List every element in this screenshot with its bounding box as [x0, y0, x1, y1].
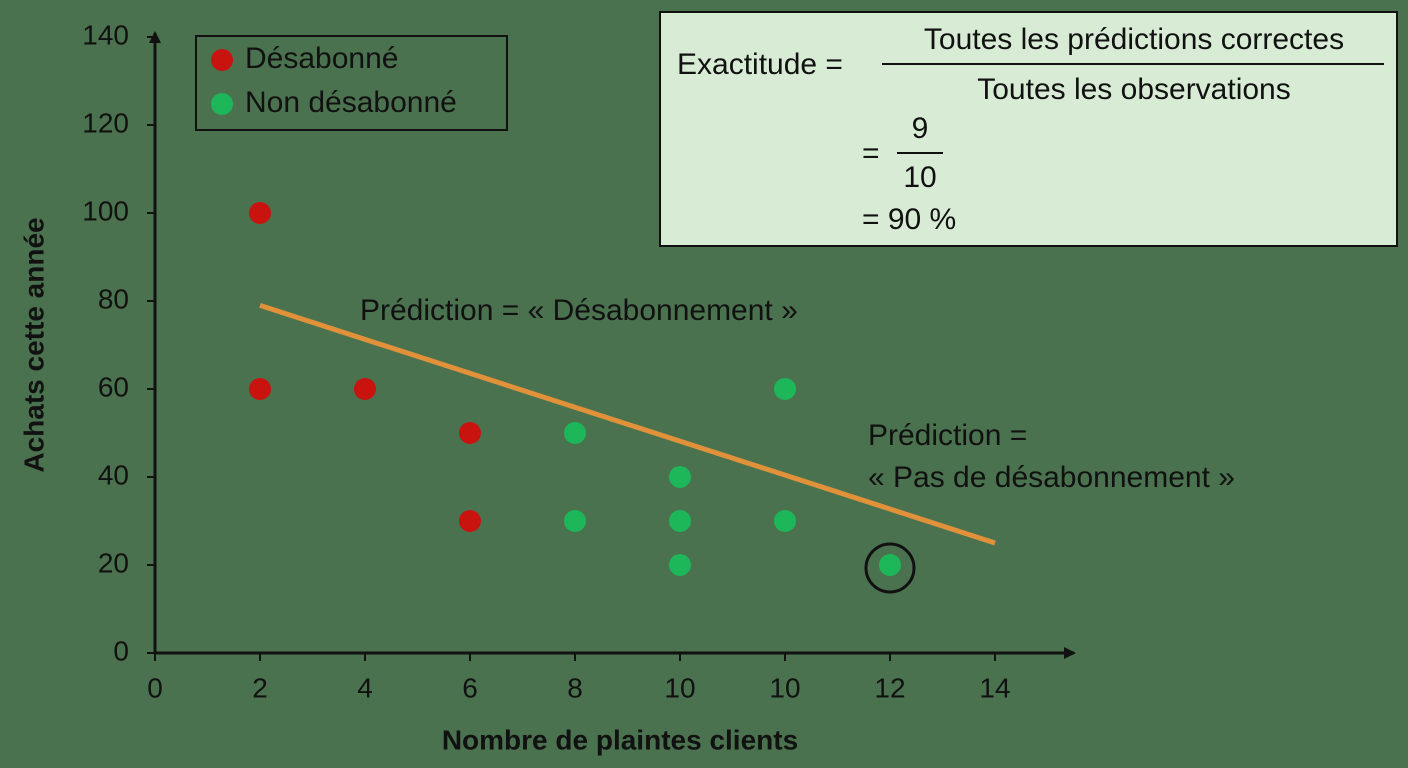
- annotation: Prédiction =: [868, 419, 1027, 452]
- point: [459, 422, 481, 444]
- x-tick-label: 10: [769, 672, 800, 703]
- point: [249, 378, 271, 400]
- legend-box: [195, 35, 508, 131]
- legend-marker: [211, 93, 233, 115]
- point: [669, 554, 691, 576]
- formula-lhs: Exactitude =: [677, 48, 843, 81]
- point: [459, 510, 481, 532]
- y-tick-label: 20: [98, 547, 129, 578]
- formula-denominator: Toutes les observations: [977, 73, 1291, 106]
- y-tick-label: 80: [98, 283, 129, 314]
- point: [669, 466, 691, 488]
- y-tick-label: 40: [98, 459, 129, 490]
- x-tick-label: 6: [462, 672, 478, 703]
- point: [249, 202, 271, 224]
- x-tick-label: 12: [874, 672, 905, 703]
- point: [564, 510, 586, 532]
- trend-line: [259, 303, 996, 546]
- y-axis-title: Achats cette année: [18, 217, 49, 472]
- point: [669, 510, 691, 532]
- point: [564, 422, 586, 444]
- y-tick-label: 100: [82, 195, 129, 226]
- annotation: Prédiction = « Désabonnement »: [360, 294, 798, 327]
- point: [354, 378, 376, 400]
- y-tick-label: 120: [82, 107, 129, 138]
- point: [774, 378, 796, 400]
- x-tick-label: 10: [664, 672, 695, 703]
- x-tick-label: 14: [979, 672, 1010, 703]
- legend-marker: [211, 49, 233, 71]
- annotation: « Pas de désabonnement »: [868, 461, 1235, 494]
- x-tick-label: 0: [147, 672, 163, 703]
- x-tick-label: 2: [252, 672, 268, 703]
- highlight-circle: [864, 542, 916, 594]
- formula-numerator: Toutes les prédictions correctes: [924, 23, 1344, 56]
- formula-num: 9: [912, 112, 929, 145]
- legend-label: Non désabonné: [245, 86, 457, 119]
- formula-equals: =: [862, 137, 880, 170]
- x-axis-title: Nombre de plaintes clients: [442, 724, 798, 755]
- y-tick-label: 60: [98, 371, 129, 402]
- legend: Désabonné Non désabonné: [211, 42, 457, 119]
- legend-label: Désabonné: [245, 42, 398, 75]
- formula-den: 10: [903, 161, 936, 194]
- x-tick-label: 4: [357, 672, 373, 703]
- y-tick-label: 0: [113, 635, 129, 666]
- point: [879, 554, 901, 576]
- formula-result: = 90 %: [862, 203, 956, 236]
- point: [774, 510, 796, 532]
- formula-box: [659, 11, 1398, 247]
- y-tick-label: 140: [82, 19, 129, 50]
- x-tick-label: 8: [567, 672, 583, 703]
